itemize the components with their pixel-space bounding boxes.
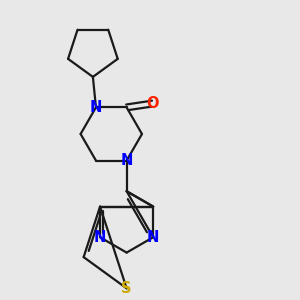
Text: S: S (122, 281, 132, 296)
Text: O: O (146, 96, 159, 111)
Text: N: N (94, 230, 106, 245)
Text: N: N (90, 100, 102, 115)
Text: N: N (120, 153, 133, 168)
Text: N: N (147, 230, 159, 245)
